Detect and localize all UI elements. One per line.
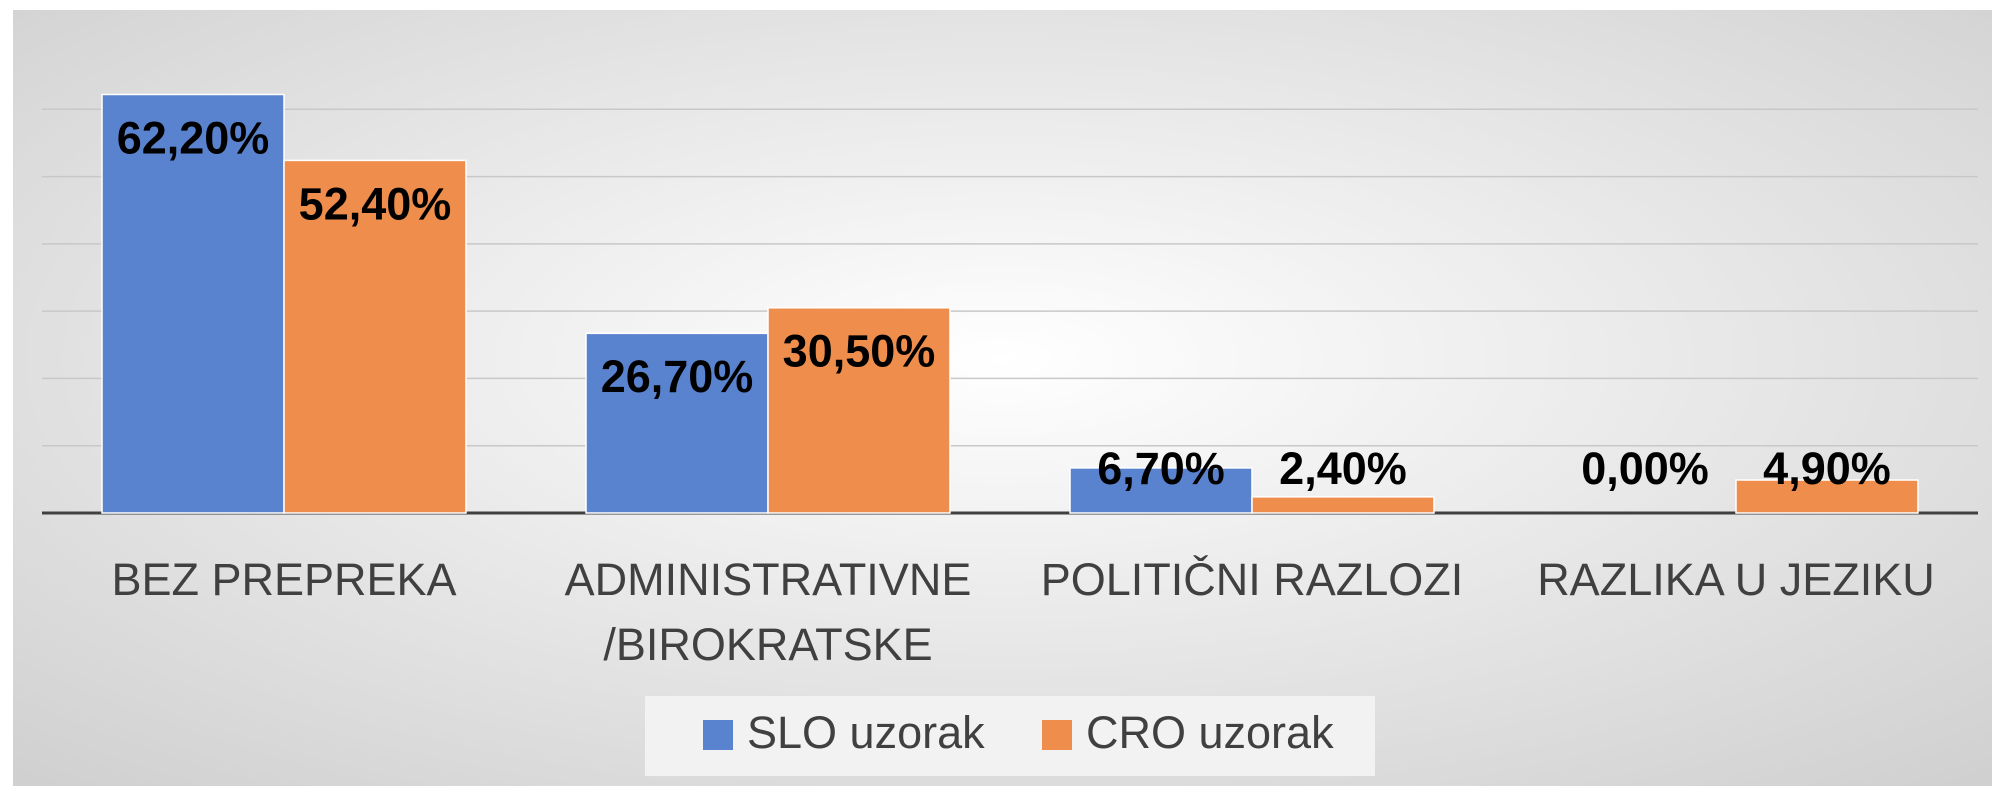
x-tick-label: RAZLIKA U JEZIKU <box>1537 554 1935 605</box>
bar <box>101 93 285 514</box>
bar <box>283 159 467 514</box>
x-tick-label: ADMINISTRATIVNE/BIROKRATSKE <box>565 554 972 670</box>
legend-box <box>645 696 1375 776</box>
legend-swatch <box>1042 720 1072 750</box>
bar <box>585 332 769 514</box>
value-label: 30,50% <box>783 326 936 377</box>
value-label: 2,40% <box>1279 443 1407 494</box>
bar <box>1069 467 1253 514</box>
bar <box>1735 479 1919 514</box>
x-tick-label: BEZ PREPREKA <box>111 554 456 605</box>
value-label: 26,70% <box>601 351 754 402</box>
legend-label: CRO uzorak <box>1086 707 1334 758</box>
bar <box>767 307 951 514</box>
value-label: 4,90% <box>1763 443 1891 494</box>
bar <box>1251 496 1435 514</box>
value-label: 0,00% <box>1581 443 1709 494</box>
value-label: 62,20% <box>117 112 270 163</box>
value-label: 52,40% <box>299 178 452 229</box>
legend-swatch <box>703 720 733 750</box>
x-tick-label: POLITIČNI RAZLOZI <box>1041 554 1464 605</box>
legend-label: SLO uzorak <box>747 707 985 758</box>
value-label: 6,70% <box>1097 443 1225 494</box>
